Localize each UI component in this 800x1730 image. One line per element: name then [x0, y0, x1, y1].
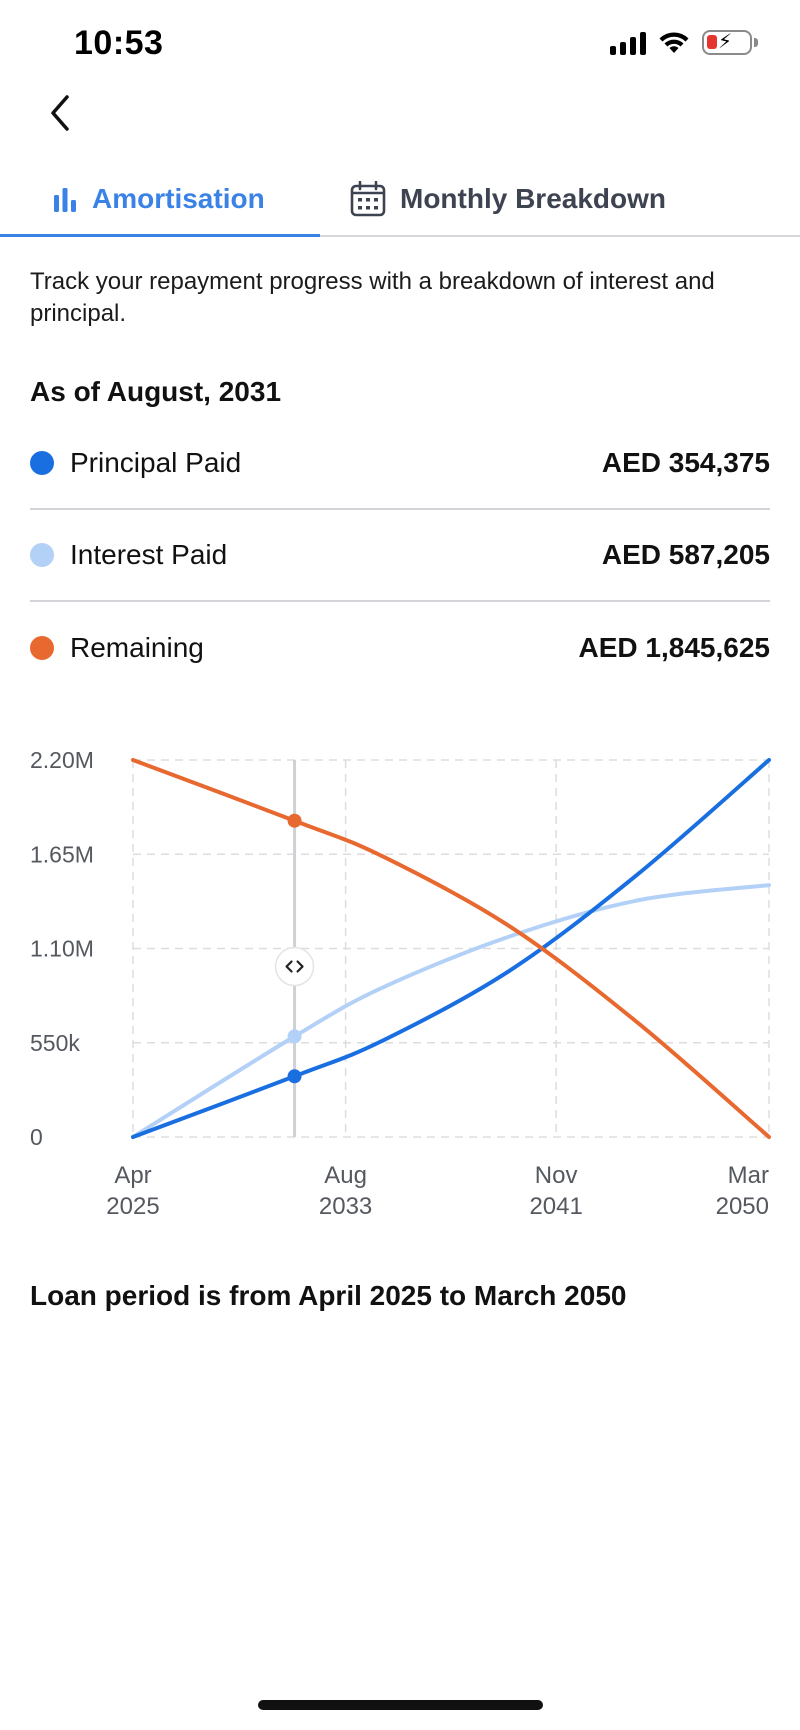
remaining-point: [287, 813, 302, 828]
as-of-date: As of August, 2031: [30, 376, 282, 407]
principal-dot: [30, 451, 54, 475]
legend-label: Interest Paid: [70, 539, 228, 570]
legend-row-principal: Principal Paid AED 354,375: [30, 418, 770, 510]
legend-value: AED 587,205: [601, 539, 770, 570]
amortisation-chart-svg: 0 550k 1.10M 1.65M 2.20M Apr 2025 Aug 2033 Nov 204…: [30, 747, 771, 1220]
remaining-line: [131, 758, 771, 1139]
tab-monthly-breakdown-label: Monthly Breakdown: [400, 182, 667, 214]
principal-paid-line: [131, 758, 771, 1139]
x-tick-label: 2033: [319, 1193, 372, 1220]
status-time: 10:53: [74, 24, 164, 62]
legend-value: AED 354,375: [601, 447, 770, 478]
scrub-handle[interactable]: [274, 946, 315, 987]
y-tick-label: 2.20M: [30, 747, 94, 773]
x-tick-label: Nov: [535, 1162, 578, 1189]
loan-period-note: Loan period is from April 2025 to March …: [30, 1280, 627, 1311]
x-tick-label: 2050: [716, 1193, 769, 1220]
cellular-signal-icon: [610, 31, 646, 55]
interest-paid-point: [287, 1029, 302, 1044]
x-tick-label: 2041: [529, 1193, 582, 1220]
principal-paid-point: [287, 1069, 302, 1084]
legend-row-remaining: Remaining AED 1,845,625: [30, 602, 770, 694]
legend-row-interest: Interest Paid AED 587,205: [30, 510, 770, 602]
back-button[interactable]: [30, 88, 90, 138]
y-tick-label: 1.10M: [30, 936, 94, 962]
interest-dot: [30, 543, 54, 567]
legend-label: Principal Paid: [70, 447, 242, 478]
description-text: Track your repayment progress with a bre…: [30, 268, 715, 327]
status-icons: ⚡: [610, 30, 758, 55]
remaining-dot: [30, 636, 54, 660]
y-tick-label: 1.65M: [30, 841, 94, 867]
x-tick-label: 2025: [106, 1193, 159, 1220]
tab-amortisation-label: Amortisation: [92, 182, 265, 214]
active-tab-indicator: [0, 234, 320, 237]
battery-icon: ⚡: [702, 30, 758, 55]
calendar-icon: [350, 180, 386, 216]
tab-amortisation[interactable]: Amortisation: [52, 160, 265, 237]
legend-value: AED 1,845,625: [578, 632, 770, 663]
x-tick-label: Mar: [728, 1162, 769, 1189]
x-tick-label: Aug: [324, 1162, 367, 1189]
interest-paid-line: [131, 883, 771, 1139]
x-tick-label: Apr: [114, 1162, 151, 1189]
legend-label: Remaining: [70, 632, 204, 663]
home-indicator: [258, 1700, 543, 1710]
y-tick-label: 550k: [30, 1030, 80, 1056]
tab-monthly-breakdown[interactable]: Monthly Breakdown: [350, 160, 666, 237]
wifi-icon: [659, 31, 689, 53]
amortisation-chart: 0 550k 1.10M 1.65M 2.20M Apr 2025 Aug 2033 Nov 204…: [0, 730, 800, 1250]
y-tick-label: 0: [30, 1124, 43, 1150]
tab-bar: Amortisation Monthly Breakdown: [0, 160, 800, 237]
status-bar: 10:53 ⚡: [0, 0, 800, 92]
chevron-left-icon: [51, 95, 69, 131]
bar-chart-icon: [54, 187, 76, 212]
drag-arrows-icon: [285, 960, 304, 973]
